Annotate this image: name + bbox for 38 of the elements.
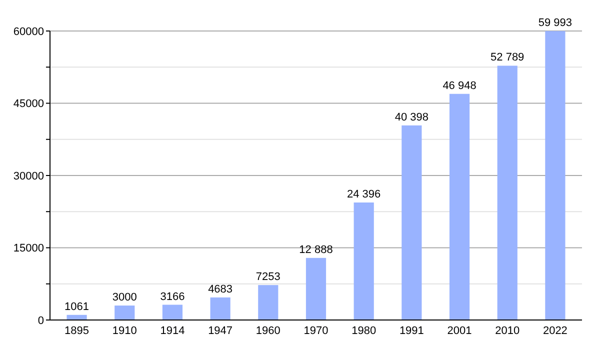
data-label: 52 789: [490, 52, 524, 64]
y-tick-label: 0: [38, 314, 44, 327]
bar: [449, 94, 470, 320]
bar: [306, 258, 326, 320]
y-tick-label: 60000: [13, 26, 44, 38]
x-tick-label: 1914: [160, 325, 185, 337]
x-tick-label: 1895: [64, 325, 90, 337]
data-label: 24 396: [347, 188, 381, 200]
y-tick-label: 15000: [13, 242, 44, 255]
data-label: 46 948: [442, 80, 476, 92]
bar: [210, 297, 230, 320]
x-tick-label: 1970: [304, 325, 328, 337]
x-tick-label: 2022: [542, 325, 568, 337]
bar: [66, 314, 87, 320]
data-label: 1061: [64, 300, 90, 313]
x-tick-label: 1947: [208, 325, 233, 337]
bar: [354, 202, 374, 320]
data-label: 3000: [112, 292, 137, 304]
bar: [114, 306, 135, 320]
data-label: 7253: [256, 271, 280, 284]
y-tick-label: 30000: [13, 170, 44, 182]
x-tick-label: 1980: [352, 325, 376, 337]
x-tick-label: 1910: [112, 325, 137, 337]
bar: [545, 31, 566, 320]
data-label: 59 993: [538, 17, 572, 30]
data-label: 12 888: [299, 244, 333, 256]
data-label: 3166: [160, 290, 185, 303]
bar: [497, 66, 518, 320]
x-tick-label: 2001: [447, 325, 472, 337]
x-tick-label: 1991: [399, 325, 424, 337]
bar: [258, 285, 278, 320]
y-tick-label: 45000: [13, 98, 44, 110]
bar: [162, 304, 183, 320]
bar: [402, 125, 422, 320]
data-label: 40 398: [394, 111, 429, 124]
data-label: 4683: [208, 283, 233, 296]
x-tick-label: 2010: [495, 325, 520, 337]
x-tick-label: 1960: [256, 325, 280, 337]
